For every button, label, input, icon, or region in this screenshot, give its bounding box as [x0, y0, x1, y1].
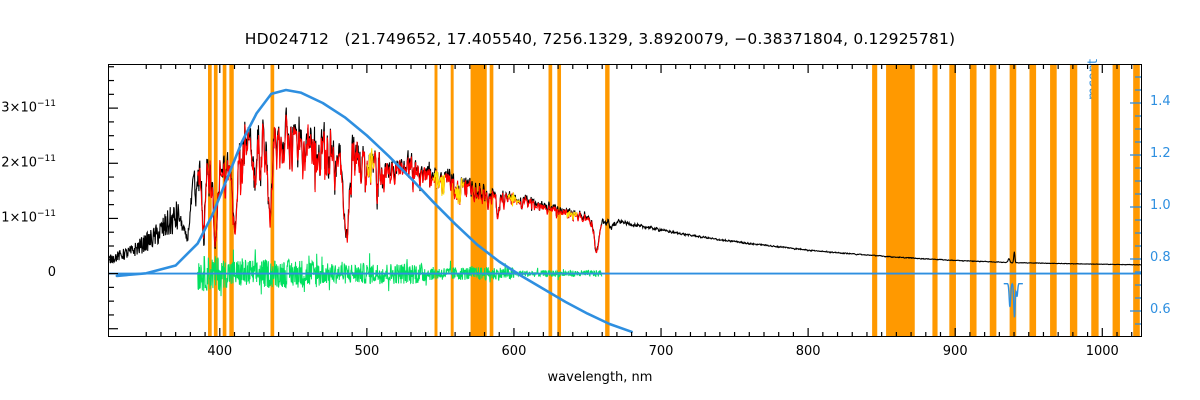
continuum-curve [115, 88, 633, 334]
plot-title: HD024712 (21.749652, 17.405540, 7256.132… [244, 30, 956, 48]
masked-band [229, 64, 234, 337]
masked-band [949, 64, 956, 337]
highlight-segment [366, 148, 375, 183]
plot-frame [108, 64, 1142, 337]
y-tick-label-right: 0.8 [1150, 250, 1171, 265]
masked-band-group [208, 64, 1140, 337]
y-tick-label-right: 1.0 [1150, 198, 1171, 213]
highlight-segment [454, 177, 465, 205]
masked-band [222, 64, 227, 337]
highlight-segment [507, 192, 521, 207]
x-tick-label: 900 [942, 344, 968, 359]
masked-band [213, 64, 218, 337]
spectrum-canvas [108, 64, 1142, 337]
y-tick-label-right: 1.4 [1150, 94, 1171, 109]
masked-band [208, 64, 212, 337]
masked-band [557, 64, 562, 337]
model-spectrum-line [197, 114, 603, 254]
masked-band [1091, 64, 1099, 337]
y-tick-label-exponent: −11 [37, 154, 56, 165]
y-tick-label-mantissa: 0 [47, 264, 56, 280]
y-tick-label-left: 2×10−11 [1, 154, 56, 170]
masked-band [886, 64, 915, 337]
x-tick-label: 600 [501, 344, 527, 359]
x-tick-label: 500 [354, 344, 380, 359]
y-tick-label-right: 0.6 [1150, 302, 1171, 317]
masked-band [1133, 64, 1140, 337]
masked-band [872, 64, 878, 337]
residual-line [197, 249, 603, 297]
x-tick-label: 1000 [1085, 344, 1119, 359]
x-tick-label: 800 [795, 344, 821, 359]
x-tick-label: 400 [207, 344, 233, 359]
highlight-segment-group [366, 148, 578, 221]
y-tick-label-right: 1.2 [1150, 146, 1171, 161]
masked-band [450, 64, 454, 337]
masked-band [932, 64, 938, 337]
masked-band [270, 64, 275, 337]
masked-band [1112, 64, 1120, 337]
masked-band [434, 64, 438, 337]
masked-band [548, 64, 553, 337]
plot-area [108, 64, 1142, 337]
y-tick-label-exponent: −11 [37, 209, 56, 220]
y-tick-label-exponent: −11 [37, 99, 56, 110]
masked-band [1029, 64, 1037, 337]
masked-band [969, 64, 977, 337]
y-tick-label-left: 3×10−11 [1, 99, 56, 115]
masked-band [1050, 64, 1057, 337]
y-tick-label-mantissa: 1×10 [1, 210, 37, 226]
y-tick-label-left: 1×10−11 [1, 209, 56, 225]
x-tick-label: 700 [648, 344, 674, 359]
masked-band [1069, 64, 1078, 337]
y-tick-label-left: 0 [48, 265, 56, 280]
highlight-segment [566, 211, 578, 221]
masked-band [605, 64, 610, 337]
masked-band [1009, 64, 1017, 337]
y-tick-label-mantissa: 2×10 [1, 155, 37, 171]
masked-band [989, 64, 997, 337]
telluric-artefact-line [1003, 282, 1023, 318]
highlight-segment [432, 170, 446, 196]
y-tick-label-mantissa: 3×10 [1, 100, 37, 116]
x-axis-label: wavelength, nm [547, 370, 653, 385]
